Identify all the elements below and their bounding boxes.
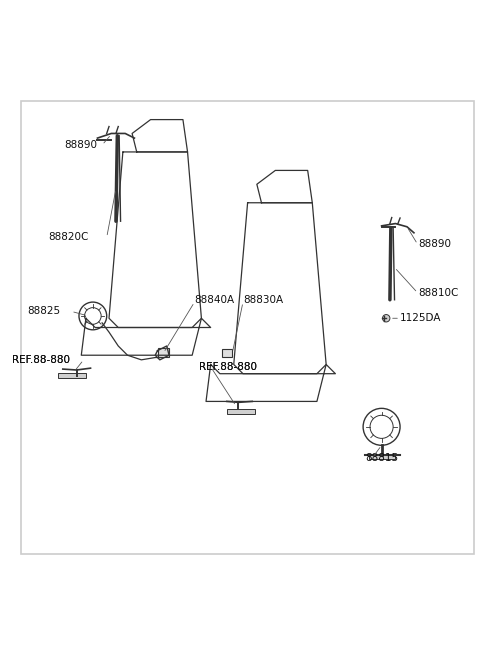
Circle shape	[383, 314, 390, 322]
Text: 88890: 88890	[419, 239, 452, 250]
Bar	[58, 373, 86, 379]
Text: REF.88-880: REF.88-880	[12, 355, 70, 365]
Bar	[222, 348, 232, 357]
Text: 88815: 88815	[365, 453, 398, 463]
Text: 88820C: 88820C	[48, 233, 88, 242]
Text: 88830A: 88830A	[243, 295, 283, 305]
Text: 88825: 88825	[27, 307, 60, 316]
Text: 88840A: 88840A	[194, 295, 235, 305]
Bar	[227, 409, 254, 415]
Text: 1125DA: 1125DA	[400, 313, 442, 324]
Text: REF.88-880: REF.88-880	[199, 362, 257, 372]
Bar	[369, 455, 396, 459]
Text: REF.88-880: REF.88-880	[12, 355, 70, 365]
Text: 88890: 88890	[64, 140, 97, 150]
Text: 88810C: 88810C	[419, 288, 459, 298]
Bar	[157, 348, 169, 357]
Text: REF.88-880: REF.88-880	[199, 362, 257, 372]
